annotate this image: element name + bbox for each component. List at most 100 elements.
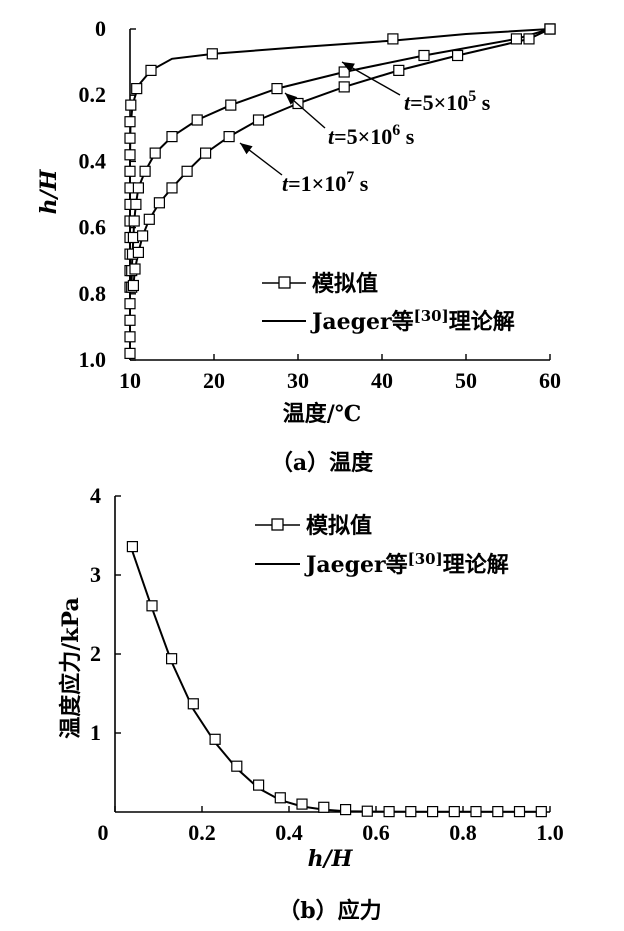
y-tick-label: 0.6 — [79, 215, 107, 240]
sim-marker — [124, 132, 136, 144]
legend-sim-label: 模拟值 — [306, 513, 372, 539]
sim-marker — [139, 165, 151, 177]
annotation-arrow-head — [342, 62, 355, 73]
sim-marker — [470, 805, 482, 818]
sim-marker — [130, 198, 142, 210]
sim-marker — [387, 33, 399, 45]
annotation-t-5e6: t=5×106 s — [328, 122, 415, 149]
sim-marker — [137, 230, 149, 242]
sim-marker — [318, 801, 330, 813]
sim-marker — [124, 331, 136, 343]
y-tick-label: 0.2 — [79, 82, 107, 107]
x-tick-label: 50 — [455, 368, 477, 393]
sim-marker — [209, 733, 221, 745]
sim-marker — [124, 298, 136, 310]
x-tick-label: 0.2 — [188, 820, 216, 845]
sim-marker — [127, 231, 139, 244]
sim-marker — [535, 805, 547, 818]
sim-marker — [132, 182, 144, 194]
sim-marker — [124, 314, 136, 326]
sim-marker — [274, 792, 286, 804]
sim-marker — [132, 246, 144, 258]
sim-marker — [253, 779, 265, 791]
legend-sim-marker — [278, 276, 291, 289]
temperature-sim-markers — [124, 23, 556, 359]
sim-marker — [124, 347, 136, 359]
sim-marker — [191, 114, 203, 126]
sim-marker — [418, 49, 430, 62]
sim-marker — [145, 64, 157, 77]
sim-marker — [131, 82, 143, 95]
stress-theory-lines — [131, 550, 542, 813]
sim-marker — [127, 279, 139, 292]
temperature-chart: 10 20 30 40 50 60 0 0.2 0.4 0.6 0.8 1.0 t=5×105 s t… — [36, 16, 561, 476]
x-tick-label: 20 — [203, 368, 225, 393]
legend-theory-label: Jaeger等[30]理论解 — [304, 550, 509, 578]
sim-marker — [187, 698, 199, 710]
sim-marker — [124, 165, 136, 177]
caption-b: （b）应力 — [278, 898, 381, 924]
legend-sim-label: 模拟值 — [312, 271, 378, 297]
sim-marker — [405, 805, 417, 818]
sim-marker — [544, 23, 556, 35]
stress-ylabel: 温度应力/kPa — [58, 597, 84, 739]
sim-marker — [128, 215, 140, 227]
y-tick-label: 4 — [90, 483, 101, 508]
sim-marker — [146, 600, 158, 612]
sim-marker — [523, 33, 535, 45]
stress-xlabel: h/H — [308, 846, 354, 872]
annotation-arrow-head — [240, 143, 253, 155]
sim-marker — [513, 805, 526, 818]
y-tick-label: 3 — [90, 562, 101, 587]
annotation-arrow-head — [285, 93, 298, 105]
x-tick-label: 10 — [119, 368, 141, 393]
caption-a: （a）温度 — [271, 450, 374, 476]
sim-marker — [448, 805, 460, 818]
temperature-xlabel: 温度/℃ — [283, 401, 361, 427]
y-tick-label: 0 — [95, 16, 106, 41]
stress-sim-markers — [126, 540, 547, 818]
sim-marker — [149, 147, 161, 159]
sim-marker — [361, 805, 373, 817]
y-tick-label: 1.0 — [79, 347, 107, 372]
sim-marker — [200, 147, 212, 159]
sim-marker — [338, 66, 350, 78]
sim-marker — [427, 805, 439, 818]
sim-marker — [340, 803, 352, 816]
sim-marker — [231, 760, 243, 772]
sim-marker — [181, 165, 193, 177]
sim-marker — [452, 49, 464, 62]
annotation-t-1e7: t=1×107 s — [282, 169, 369, 196]
sim-marker — [252, 114, 265, 126]
sim-marker — [383, 805, 395, 818]
stress-legend: 模拟值 Jaeger等[30]理论解 — [255, 513, 509, 578]
sim-marker — [166, 653, 178, 665]
sim-marker — [143, 213, 155, 225]
x-tick-label: 0.6 — [362, 820, 390, 845]
sim-marker — [166, 182, 178, 194]
x-tick-label: 30 — [287, 368, 309, 393]
x-tick-label: 40 — [371, 368, 393, 393]
temperature-annotation-arrows — [239, 61, 401, 176]
sim-marker — [124, 149, 136, 161]
x-tick-label: 0 — [98, 820, 109, 845]
sim-marker — [225, 99, 237, 111]
sim-marker — [510, 33, 522, 45]
sim-marker — [124, 116, 136, 128]
sim-marker — [206, 48, 218, 60]
temperature-ylabel: h/H — [36, 168, 62, 214]
sim-marker — [166, 131, 178, 143]
y-tick-label: 0.4 — [79, 148, 107, 173]
sim-marker — [125, 99, 137, 111]
annotation-t-5e5: t=5×105 s — [404, 88, 491, 115]
sim-marker — [492, 805, 504, 818]
sim-marker — [153, 197, 165, 209]
sim-marker — [393, 64, 405, 77]
sim-marker — [338, 81, 350, 93]
legend-sim-marker — [271, 518, 284, 531]
sim-marker — [296, 798, 308, 810]
y-tick-label: 0.8 — [79, 281, 107, 306]
sim-marker — [271, 82, 283, 95]
legend-theory-label: Jaeger等[30]理论解 — [310, 307, 515, 335]
